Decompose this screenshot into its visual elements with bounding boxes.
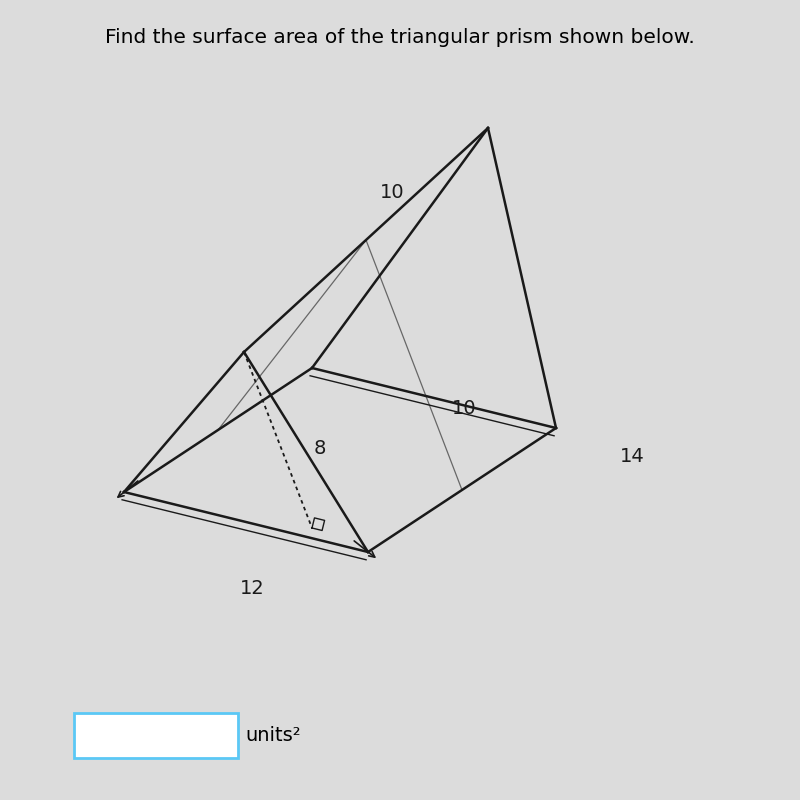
Text: 12: 12: [240, 578, 264, 598]
Text: 10: 10: [380, 182, 404, 202]
Text: 10: 10: [452, 398, 476, 418]
Text: 14: 14: [620, 446, 644, 466]
Text: Find the surface area of the triangular prism shown below.: Find the surface area of the triangular …: [105, 28, 695, 47]
FancyBboxPatch shape: [74, 713, 238, 758]
Text: units²: units²: [246, 726, 302, 745]
Text: 8: 8: [314, 438, 326, 458]
